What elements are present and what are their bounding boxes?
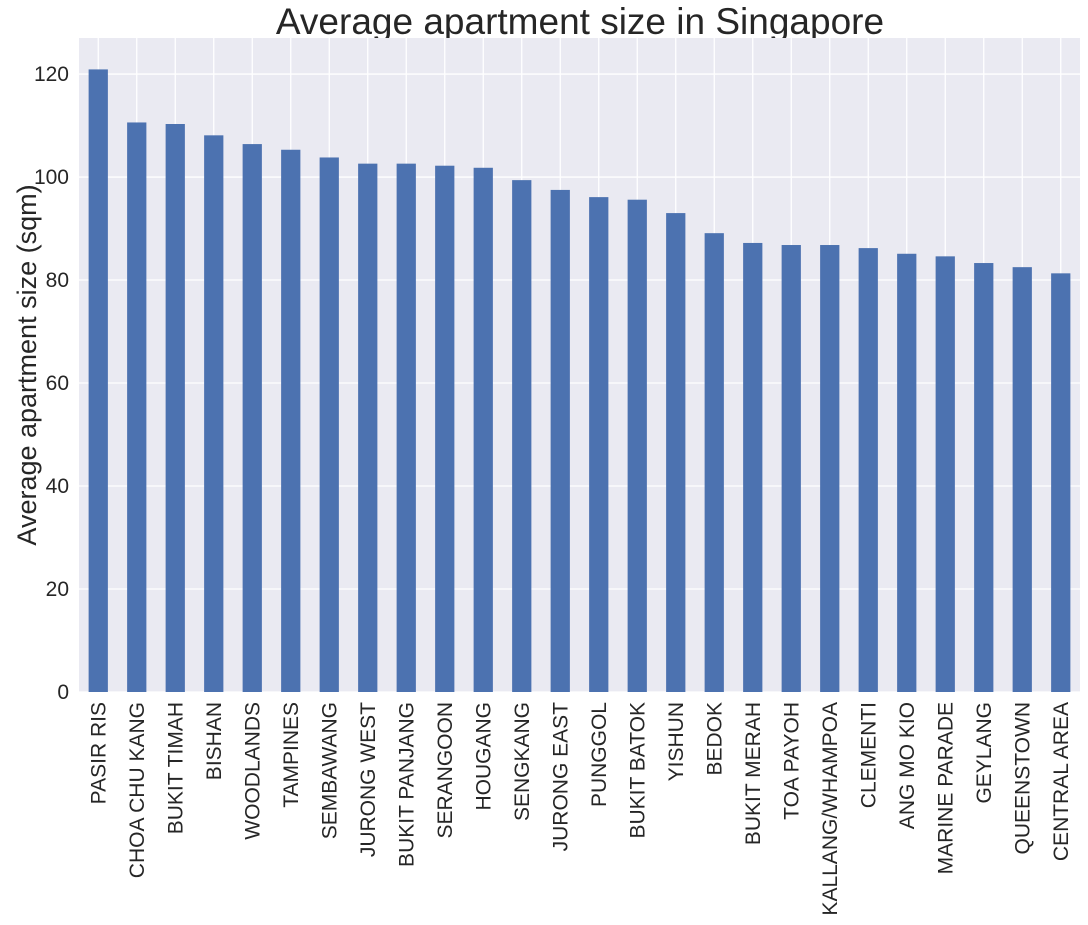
bars	[88, 69, 1071, 693]
bar-marine-parade	[935, 256, 955, 692]
bar-yishun	[666, 213, 686, 692]
y-tick-label: 80	[46, 269, 69, 292]
x-tick-label: JURONG EAST	[549, 702, 572, 852]
x-tick-label: GEYLANG	[973, 702, 996, 804]
x-tick-label: BUKIT TIMAH	[164, 702, 187, 834]
bar-geylang	[974, 263, 994, 692]
x-tick-label: QUEENSTOWN	[1011, 702, 1034, 854]
x-tick-label: MARINE PARADE	[934, 702, 957, 874]
x-tick-label: SERANGOON	[434, 702, 457, 839]
x-tick-label: CENTRAL AREA	[1050, 702, 1073, 861]
bar-hougang	[473, 167, 493, 692]
bar-choa-chu-kang	[127, 122, 147, 692]
x-tick-label: SENGKANG	[511, 702, 534, 821]
bar-punggol	[589, 197, 609, 692]
bar-woodlands	[242, 144, 262, 692]
x-tick-label: BISHAN	[203, 702, 226, 780]
y-tick-label: 40	[46, 475, 69, 498]
y-axis-label: Average apartment size (sqm)	[12, 184, 42, 545]
plot-area	[79, 38, 1080, 692]
x-tick-label: JURONG WEST	[357, 702, 380, 857]
x-tick-label: CHOA CHU KANG	[126, 702, 149, 878]
bar-toa-payoh	[781, 245, 801, 693]
bar-bukit-batok	[627, 199, 647, 692]
bar-bukit-panjang	[396, 163, 416, 692]
x-tick-labels: PASIR RIS CHOA CHU KANG BUKIT TIMAH BISHAN W…	[87, 702, 1073, 916]
x-tick-label: SEMBAWANG	[318, 702, 341, 839]
y-tick-label: 0	[57, 681, 69, 704]
bar-kallang-whampoa	[820, 245, 840, 693]
bar-tampines	[281, 149, 301, 692]
bar-pasir-ris	[88, 69, 108, 692]
x-tick-label: WOODLANDS	[241, 702, 264, 840]
x-tick-label: KALLANG/WHAMPOA	[819, 702, 842, 916]
bar-serangoon	[435, 165, 455, 693]
x-tick-label: CLEMENTI	[857, 702, 880, 808]
x-tick-label: YISHUN	[665, 702, 688, 781]
bar-bedok	[704, 233, 724, 692]
chart-title: Average apartment size in Singapore	[276, 1, 884, 42]
y-tick-label: 120	[34, 63, 69, 86]
bar-ang-mo-kio	[897, 253, 917, 693]
x-tick-label: HOUGANG	[472, 702, 495, 811]
bar-jurong-west	[358, 163, 378, 692]
x-tick-label: BUKIT BATOK	[626, 702, 649, 839]
x-tick-label: PASIR RIS	[87, 702, 110, 804]
x-tick-label: ANG MO KIO	[896, 702, 919, 829]
y-tick-labels: 0 20 40 60 80 100 120	[34, 63, 69, 704]
bar-bukit-merah	[743, 242, 763, 692]
bar-sembawang	[319, 157, 339, 692]
y-tick-label: 60	[46, 372, 69, 395]
bar-bishan	[204, 135, 224, 692]
y-tick-label: 20	[46, 578, 69, 601]
bar-clementi	[858, 248, 878, 692]
x-tick-label: BEDOK	[703, 702, 726, 776]
x-tick-label: PUNGGOL	[588, 702, 611, 807]
bar-sengkang	[512, 180, 532, 692]
bar-jurong-east	[550, 189, 570, 692]
bar-queenstown	[1012, 267, 1032, 692]
x-tick-label: BUKIT PANJANG	[395, 702, 418, 867]
bar-central-area	[1051, 273, 1071, 692]
x-tick-label: TAMPINES	[280, 702, 303, 808]
x-tick-label: BUKIT MERAH	[742, 702, 765, 845]
x-tick-label: TOA PAYOH	[780, 702, 803, 820]
bar-bukit-timah	[165, 123, 185, 693]
y-tick-label: 100	[34, 166, 69, 189]
